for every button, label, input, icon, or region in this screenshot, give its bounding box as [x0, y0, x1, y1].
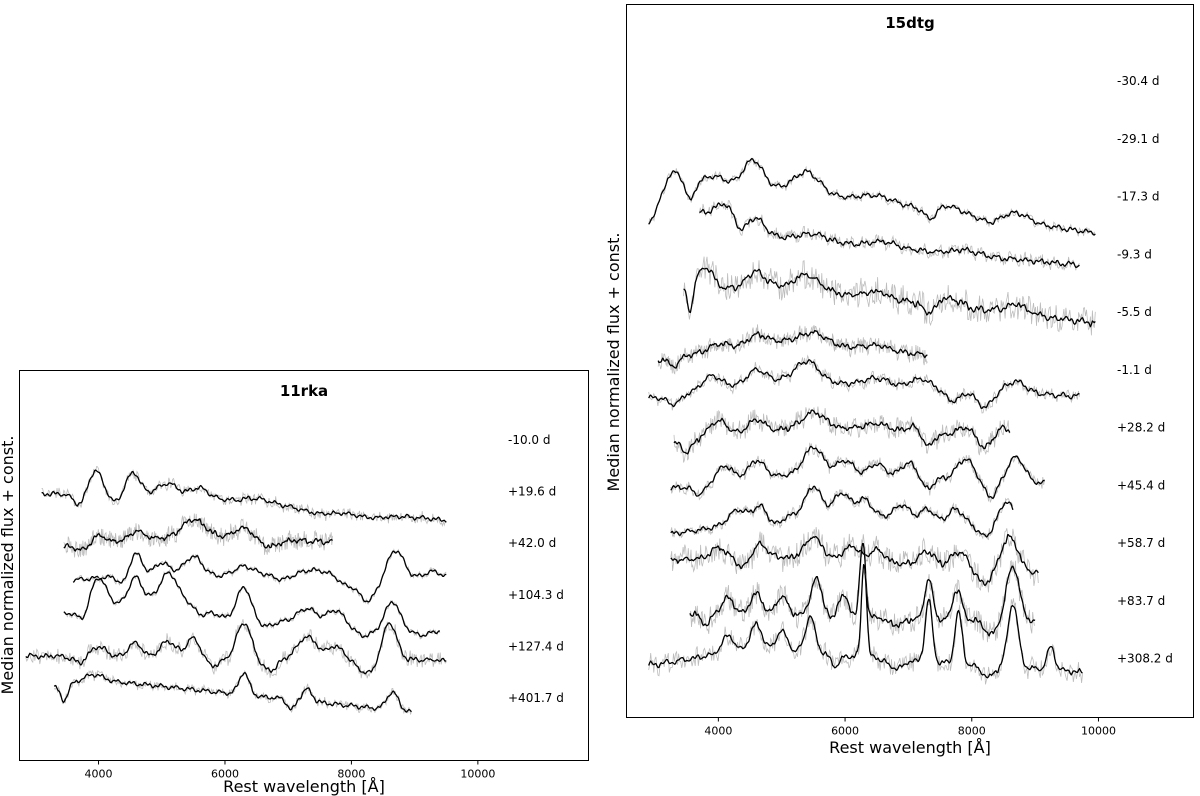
spectrum-line	[648, 157, 1096, 236]
spectrum-raw-noise	[657, 324, 928, 375]
x-tick-label: 8000	[337, 768, 365, 781]
panel-title-11rka: 11rka	[280, 382, 328, 400]
epoch-label: +104.3 d	[508, 588, 564, 602]
x-ticks-15dtg: 4000 6000 8000 10000	[704, 717, 1116, 738]
epoch-label: +42.0 d	[508, 536, 556, 550]
spectrum-raw-noise	[648, 157, 1096, 237]
spectrum-line	[673, 409, 1011, 455]
y-axis-label-11rka: Median normalized flux + const.	[0, 436, 17, 695]
spectrum-line	[683, 267, 1096, 328]
spectrum-line	[657, 330, 928, 369]
spectrum-line	[63, 518, 333, 552]
spectra-11rka	[25, 466, 447, 715]
panel-title-15dtg: 15dtg	[885, 14, 935, 32]
x-ticks-11rka: 4000 6000 8000 10000	[85, 760, 495, 781]
spectrum-line	[53, 671, 412, 713]
spectrum-raw-noise	[673, 406, 1011, 463]
x-tick-label: 10000	[460, 768, 495, 781]
spectrum-raw-noise	[648, 354, 1080, 414]
epoch-label: +308.2 d	[1117, 652, 1173, 666]
spectrum-raw-noise	[53, 669, 412, 715]
x-tick-label: 8000	[958, 725, 986, 738]
epoch-label: -1.1 d	[1117, 363, 1152, 377]
spectrum-line	[25, 622, 447, 675]
spectrum-raw-noise	[670, 442, 1045, 503]
x-axis-label-11rka: Rest wavelength [Å]	[223, 777, 385, 796]
epoch-label: -29.1 d	[1117, 132, 1159, 146]
epoch-labels-15dtg: -30.4 d -29.1 d -17.3 d -9.3 d -5.5 d -1.1 d +…	[1117, 74, 1173, 666]
epoch-label: +19.6 d	[508, 485, 556, 499]
epoch-label: +401.7 d	[508, 691, 564, 705]
x-axis-label-15dtg: Rest wavelength [Å]	[829, 738, 991, 757]
panel-15dtg: 15dtg 4000 6000 8000 10000 -30.4 d -29.1 d -1…	[604, 4, 1194, 757]
plot-frame-11rka	[19, 370, 589, 761]
epoch-label: +58.7 d	[1117, 536, 1165, 550]
spectra-15dtg	[648, 157, 1096, 685]
epoch-labels-11rka: -10.0 d +19.6 d +42.0 d +104.3 d +127.4 d +40…	[508, 433, 564, 705]
epoch-label: -30.4 d	[1117, 74, 1159, 88]
y-axis-label-15dtg: Median normalized flux + const.	[604, 233, 623, 492]
epoch-label: +45.4 d	[1117, 478, 1165, 492]
x-tick-label: 4000	[704, 725, 732, 738]
x-tick-label: 6000	[831, 725, 859, 738]
spectrum-line	[670, 534, 1039, 587]
spectrum-line	[699, 202, 1080, 268]
epoch-label: +28.2 d	[1117, 421, 1165, 435]
spectrum-line	[648, 564, 1083, 679]
epoch-label: -10.0 d	[508, 433, 550, 447]
epoch-label: -5.5 d	[1117, 305, 1152, 319]
spectrum-line	[41, 469, 447, 523]
epoch-label: -17.3 d	[1117, 190, 1159, 204]
epoch-label: -9.3 d	[1117, 247, 1152, 261]
spectrum-line	[670, 445, 1045, 500]
spectrum-raw-noise	[683, 256, 1096, 336]
spectrum-line	[689, 542, 1036, 637]
spectrum-line	[72, 550, 447, 603]
plot-frame-15dtg	[626, 4, 1194, 718]
x-tick-label: 10000	[1081, 725, 1116, 738]
epoch-label: +127.4 d	[508, 639, 564, 653]
spectrum-line	[648, 359, 1080, 410]
spectrum-raw-noise	[699, 200, 1080, 271]
epoch-label: +83.7 d	[1117, 594, 1165, 608]
x-tick-label: 4000	[85, 768, 113, 781]
spectrum-raw-noise	[73, 548, 447, 605]
spectrum-raw-noise	[670, 527, 1039, 593]
spectrum-raw-noise	[670, 484, 1014, 541]
x-tick-label: 6000	[211, 768, 239, 781]
spectrum-raw-noise	[25, 619, 447, 679]
spectrum-line	[63, 571, 440, 639]
spectrum-line	[670, 485, 1014, 538]
panel-11rka: 11rka 4000 6000 8000 10000 -10.0 d +19.6 d +4…	[0, 370, 589, 796]
